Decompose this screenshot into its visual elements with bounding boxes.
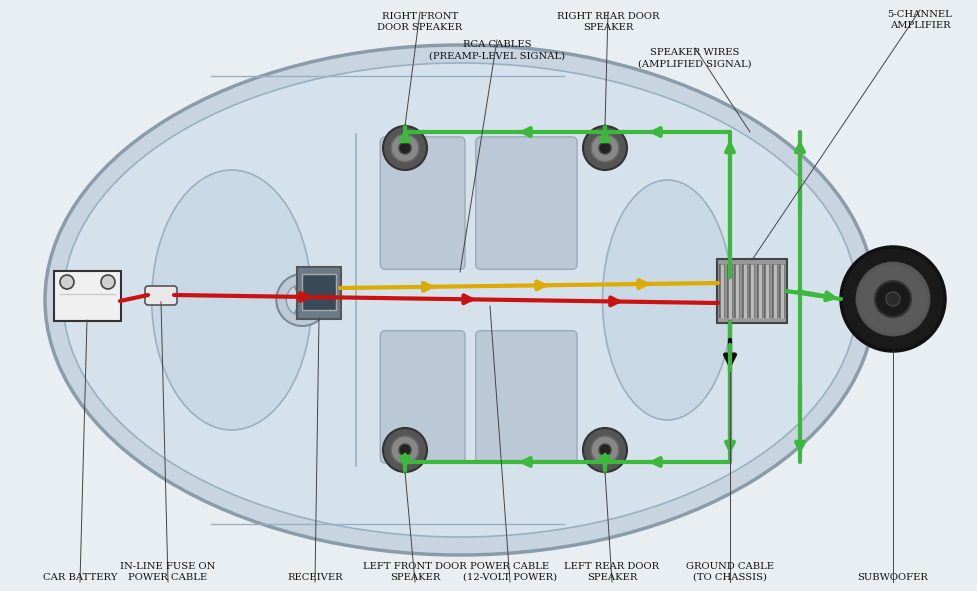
FancyBboxPatch shape: [380, 331, 464, 463]
FancyBboxPatch shape: [145, 286, 177, 305]
Circle shape: [399, 444, 410, 456]
Text: RCA CABLES
(PREAMP-LEVEL SIGNAL): RCA CABLES (PREAMP-LEVEL SIGNAL): [429, 40, 565, 60]
FancyBboxPatch shape: [297, 267, 341, 319]
Circle shape: [582, 428, 626, 472]
Circle shape: [590, 134, 618, 162]
Text: LEFT REAR DOOR
SPEAKER: LEFT REAR DOOR SPEAKER: [564, 562, 658, 582]
Ellipse shape: [151, 170, 312, 430]
Circle shape: [391, 436, 418, 464]
Text: IN-LINE FUSE ON
POWER CABLE: IN-LINE FUSE ON POWER CABLE: [120, 562, 216, 582]
Ellipse shape: [45, 45, 874, 555]
Circle shape: [286, 284, 318, 316]
Circle shape: [383, 126, 427, 170]
Text: 5-CHANNEL
AMPLIFIER: 5-CHANNEL AMPLIFIER: [887, 10, 952, 30]
Circle shape: [598, 444, 611, 456]
FancyBboxPatch shape: [380, 137, 464, 269]
Circle shape: [391, 134, 418, 162]
Circle shape: [856, 263, 928, 335]
Circle shape: [885, 292, 899, 306]
Text: SUBWOOFER: SUBWOOFER: [857, 573, 927, 582]
Text: RECEIVER: RECEIVER: [287, 573, 343, 582]
Circle shape: [840, 247, 944, 351]
FancyBboxPatch shape: [475, 331, 576, 463]
Circle shape: [590, 436, 618, 464]
Ellipse shape: [602, 180, 732, 420]
Text: GROUND CABLE
(TO CHASSIS): GROUND CABLE (TO CHASSIS): [685, 562, 773, 582]
Text: POWER CABLE
(12-VOLT POWER): POWER CABLE (12-VOLT POWER): [462, 562, 557, 582]
Text: CAR BATTERY: CAR BATTERY: [43, 573, 117, 582]
Ellipse shape: [63, 63, 856, 537]
Text: SPEAKER WIRES
(AMPLIFIED SIGNAL): SPEAKER WIRES (AMPLIFIED SIGNAL): [638, 48, 751, 68]
FancyBboxPatch shape: [475, 137, 576, 269]
Circle shape: [60, 275, 74, 289]
Text: LEFT FRONT DOOR
SPEAKER: LEFT FRONT DOOR SPEAKER: [362, 562, 466, 582]
Circle shape: [874, 281, 910, 317]
FancyBboxPatch shape: [302, 274, 336, 310]
FancyBboxPatch shape: [716, 259, 786, 323]
Circle shape: [101, 275, 115, 289]
Circle shape: [383, 428, 427, 472]
Circle shape: [598, 142, 611, 154]
Circle shape: [399, 142, 410, 154]
FancyBboxPatch shape: [54, 271, 121, 321]
Text: RIGHT FRONT
DOOR SPEAKER: RIGHT FRONT DOOR SPEAKER: [377, 12, 462, 32]
Circle shape: [276, 274, 328, 326]
Text: RIGHT REAR DOOR
SPEAKER: RIGHT REAR DOOR SPEAKER: [556, 12, 658, 32]
Circle shape: [582, 126, 626, 170]
